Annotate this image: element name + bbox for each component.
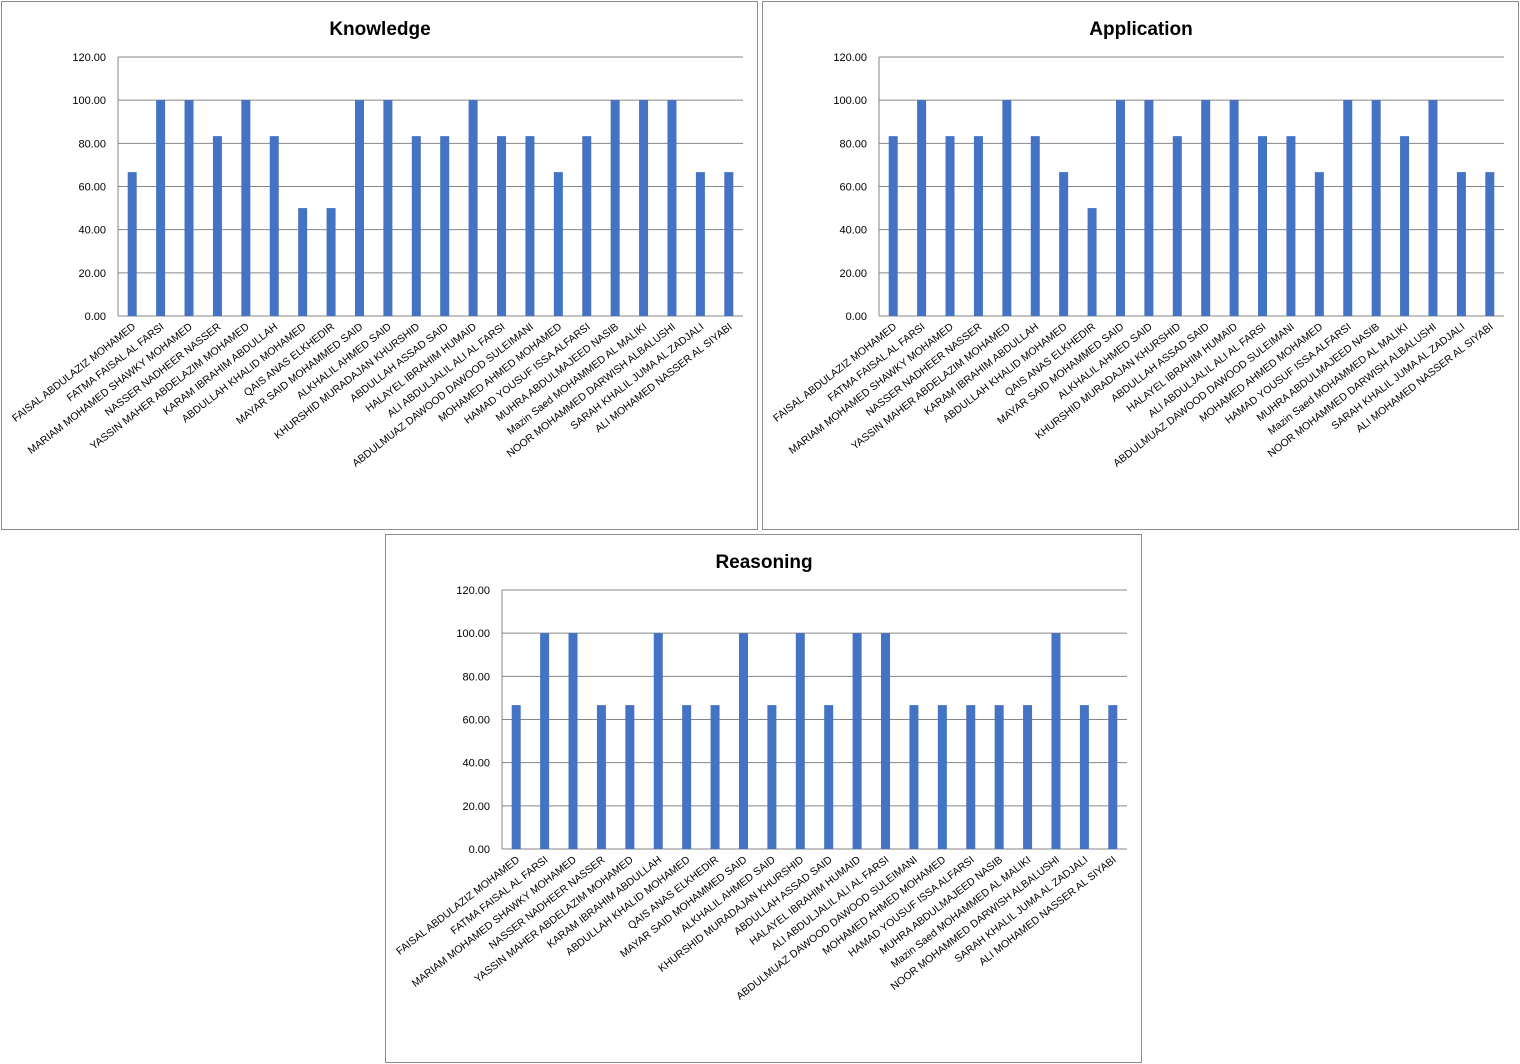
reasoning-y-tick-label: 100.00 [456,628,490,640]
application-bar-qais-anas-elkhedir [1087,208,1097,316]
reasoning-bar-halayel-ibrahim-humaid [852,633,862,849]
reasoning-bar-faisal-abdulaziz-mohamed [511,705,521,849]
application-bar-halayel-ibrahim-humaid [1229,100,1239,317]
reasoning-bar-yassin-maher-abdelazim-mohamed [625,705,635,849]
reasoning-bar-mayar-said-mohammed-said [738,633,748,849]
chart-panel-knowledge: Knowledge 0.00 20.00 40.00 60.00 80.00 100.00 1… [1,1,758,530]
reasoning-bar-mohamed-ahmed-mohamed [937,705,947,849]
reasoning-bar-ali-mohamed-nasser-al-siyabi [1108,705,1118,849]
knowledge-chart-title: Knowledge [329,19,430,40]
knowledge-y-tick-label: 40.00 [78,225,106,237]
knowledge-y-tick-label: 20.00 [78,268,106,280]
application-bar-abdulmuaz-dawood-dawood-suleimani [1286,136,1296,316]
knowledge-bar-ali-abduljalil-ali-al-farsi [497,136,507,316]
application-bar-mazin-saed-mohammed-al-maliki [1400,136,1410,316]
application-bar-nasser-nadheer-nasser [973,136,983,316]
knowledge-bar-qais-anas-elkhedir [326,208,336,316]
reasoning-chart-svg: Reasoning 0.00 20.00 40.00 60.00 80.00 100.00 1… [394,552,1127,1003]
reasoning-bar-abdullah-assad-said [824,705,834,849]
reasoning-bar-mazin-saed-mohammed-al-maliki [1023,705,1033,849]
application-y-tick-label: 40.00 [839,225,867,237]
application-bar-hamad-yousuf-issa-alfarsi [1343,100,1353,317]
knowledge-bar-mariam-mohamed-shawky-mohamed [184,100,194,317]
application-chart-title: Application [1089,19,1192,40]
knowledge-bar-hamad-yousuf-issa-alfarsi [582,136,592,316]
knowledge-bar-fatma-faisal-al-farsi [156,100,166,317]
knowledge-bar-halayel-ibrahim-humaid [468,100,478,317]
application-y-tick-label: 100.00 [833,95,867,107]
application-bar-ali-mohamed-nasser-al-siyabi [1485,172,1495,316]
reasoning-bar-sarah-khalil-juma-al-zadjali [1079,705,1089,849]
knowledge-bar-mayar-said-mohammed-said [354,100,364,317]
knowledge-y-tick-label: 100.00 [72,95,106,107]
reasoning-bar-mariam-mohamed-shawky-mohamed [568,633,578,849]
reasoning-bar-noor-mohammed-darwish-albalushi [1051,633,1061,849]
application-bar-mariam-mohamed-shawky-mohamed [945,136,955,316]
reasoning-bar-alkhalil-ahmed-said [767,705,777,849]
application-y-tick-label: 0.00 [846,311,867,323]
knowledge-y-tick-label: 120.00 [72,52,106,64]
application-bar-noor-mohammed-darwish-albalushi [1428,100,1438,317]
reasoning-bar-hamad-yousuf-issa-alfarsi [966,705,976,849]
reasoning-bar-qais-anas-elkhedir [710,705,720,849]
reasoning-y-tick-label: 120.00 [456,585,490,597]
knowledge-bar-abdullah-assad-said [440,136,450,316]
application-y-tick-label: 80.00 [839,138,867,150]
application-bar-abdullah-assad-said [1201,100,1211,317]
application-bar-mayar-said-mohammed-said [1115,100,1125,317]
knowledge-bar-abdulmuaz-dawood-dawood-suleimani [525,136,535,316]
application-bar-abdullah-khalid-mohamed [1059,172,1069,316]
knowledge-bar-nasser-nadheer-nasser [212,136,222,316]
application-y-tick-label: 120.00 [833,52,867,64]
reasoning-y-tick-label: 40.00 [462,758,490,770]
reasoning-bar-muhra-abdulmajeed-nasib [994,705,1004,849]
knowledge-bar-muhra-abdulmajeed-nasib [610,100,620,317]
application-bar-ali-abduljalil-ali-al-farsi [1258,136,1268,316]
knowledge-bar-sarah-khalil-juma-al-zadjali [695,172,705,316]
knowledge-bar-karam-ibrahim-abdullah [269,136,279,316]
knowledge-bar-faisal-abdulaziz-mohamed [127,172,137,316]
application-bar-alkhalil-ahmed-said [1144,100,1154,317]
reasoning-bar-khurshid-muradajan-khurshid [795,633,805,849]
application-bar-karam-ibrahim-abdullah [1030,136,1040,316]
knowledge-bar-alkhalil-ahmed-said [383,100,393,317]
knowledge-y-tick-label: 60.00 [78,182,106,194]
reasoning-y-tick-label: 0.00 [469,844,490,856]
reasoning-chart-title: Reasoning [715,552,812,573]
reasoning-y-tick-label: 80.00 [462,671,490,683]
application-bar-fatma-faisal-al-farsi [917,100,927,317]
reasoning-bar-fatma-faisal-al-farsi [540,633,550,849]
application-y-tick-label: 60.00 [839,182,867,194]
knowledge-bar-mohamed-ahmed-mohamed [553,172,563,316]
reasoning-y-tick-label: 20.00 [462,801,490,813]
knowledge-bar-ali-mohamed-nasser-al-siyabi [724,172,734,316]
knowledge-bar-mazin-saed-mohammed-al-maliki [639,100,649,317]
application-chart-svg: Application 0.00 20.00 40.00 60.00 80.00 100.0… [771,19,1504,470]
application-bar-khurshid-muradajan-khurshid [1172,136,1182,316]
knowledge-bar-khurshid-muradajan-khurshid [411,136,421,316]
knowledge-bar-abdullah-khalid-mohamed [298,208,308,316]
reasoning-bar-karam-ibrahim-abdullah [653,633,663,849]
chart-panel-reasoning: Reasoning 0.00 20.00 40.00 60.00 80.00 100.00 1… [385,534,1142,1063]
application-bar-faisal-abdulaziz-mohamed [888,136,898,316]
application-y-tick-label: 20.00 [839,268,867,280]
knowledge-y-tick-label: 80.00 [78,138,106,150]
knowledge-bar-yassin-maher-abdelazim-mohamed [241,100,251,317]
reasoning-y-tick-label: 60.00 [462,715,490,727]
application-bar-sarah-khalil-juma-al-zadjali [1456,172,1466,316]
reasoning-bar-nasser-nadheer-nasser [596,705,606,849]
knowledge-chart-svg: Knowledge 0.00 20.00 40.00 60.00 80.00 100.00 1… [10,19,743,470]
knowledge-bar-noor-mohammed-darwish-albalushi [667,100,677,317]
application-bar-yassin-maher-abdelazim-mohamed [1002,100,1012,317]
application-bar-muhra-abdulmajeed-nasib [1371,100,1381,317]
reasoning-bar-abdullah-khalid-mohamed [682,705,692,849]
knowledge-y-tick-label: 0.00 [85,311,106,323]
reasoning-bar-abdulmuaz-dawood-dawood-suleimani [909,705,919,849]
application-bar-mohamed-ahmed-mohamed [1314,172,1324,316]
chart-panel-application: Application 0.00 20.00 40.00 60.00 80.00 100.0… [762,1,1519,530]
reasoning-bar-ali-abduljalil-ali-al-farsi [881,633,891,849]
